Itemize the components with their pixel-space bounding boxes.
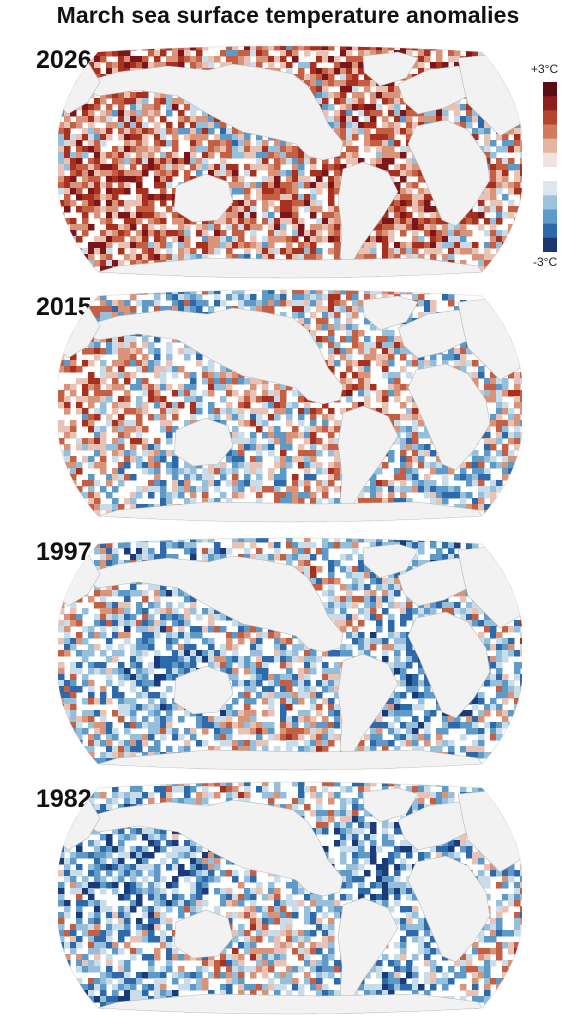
legend-swatch	[543, 82, 557, 97]
legend-swatch	[543, 237, 557, 252]
legend-swatch	[543, 110, 557, 125]
legend-swatch	[543, 138, 557, 154]
year-label-1997: 1997	[36, 538, 92, 566]
legend-max-label: +3°C	[531, 62, 559, 76]
land-masses	[58, 543, 521, 770]
land-masses	[58, 51, 521, 278]
map-panel-1997	[58, 537, 522, 771]
legend-min-label: -3°C	[533, 255, 558, 269]
map-panel-2026	[58, 45, 522, 279]
chart-title: March sea surface temperature anomalies	[56, 2, 520, 28]
legend-swatch	[543, 152, 557, 168]
map-panel-2015	[58, 289, 522, 523]
year-label-2026: 2026	[36, 46, 92, 74]
legend-swatch	[543, 209, 557, 225]
legend-color-bar	[543, 82, 557, 252]
legend-swatch	[543, 181, 557, 196]
legend-swatch	[543, 167, 557, 182]
map-panel-1982	[58, 781, 522, 1015]
legend-swatch	[543, 195, 557, 210]
land-masses	[58, 787, 521, 1014]
legend-swatch	[543, 124, 557, 140]
legend-swatch	[543, 96, 557, 111]
legend-swatch	[543, 223, 557, 239]
